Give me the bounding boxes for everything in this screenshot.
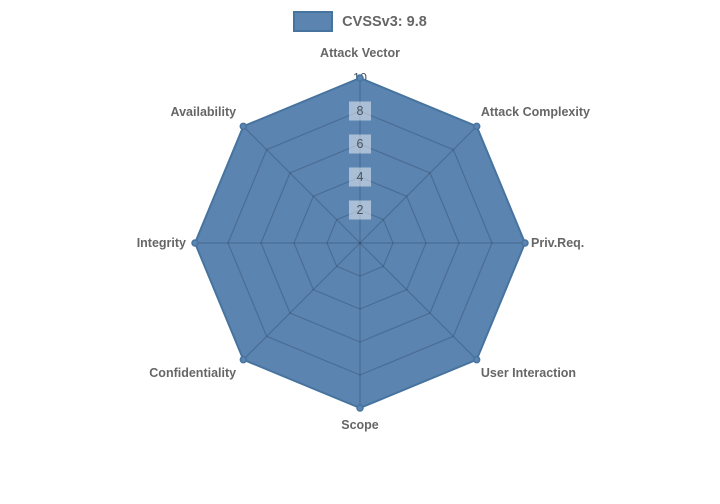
grid-ring-8 — [227, 110, 493, 376]
data-point-3[interactable] — [472, 355, 481, 364]
grid-spoke-1 — [359, 125, 478, 244]
data-point-4[interactable] — [356, 404, 364, 412]
tick-6: 6 — [349, 134, 371, 154]
data-point-7[interactable] — [239, 122, 248, 131]
grid-spoke-3 — [359, 242, 478, 361]
tick-label: 2 — [357, 203, 364, 217]
tick-label: 6 — [357, 137, 364, 151]
data-point-6[interactable] — [191, 239, 199, 247]
data-point-0[interactable] — [356, 74, 364, 82]
tick-backdrop — [349, 101, 371, 121]
grid-ring-4 — [293, 176, 427, 310]
legend[interactable]: CVSSv3: 9.8 — [0, 11, 720, 32]
grid-spoke-5 — [242, 242, 361, 361]
tick-label: 4 — [357, 170, 364, 184]
grid-spoke-7 — [242, 125, 361, 244]
data-point-2[interactable] — [521, 239, 529, 247]
tick-backdrop — [349, 134, 371, 154]
tick-backdrop — [349, 167, 371, 187]
data-point-1[interactable] — [472, 122, 481, 131]
data-point-5[interactable] — [239, 355, 248, 364]
data-area — [195, 78, 525, 408]
tick-8: 8 — [349, 101, 371, 121]
tick-4: 4 — [349, 167, 371, 187]
legend-swatch — [293, 11, 334, 32]
grid-ring-6 — [260, 143, 460, 343]
tick-backdrop — [349, 200, 371, 220]
legend-label: CVSSv3: 9.8 — [342, 13, 427, 30]
tick-2: 2 — [349, 200, 371, 220]
tick-label: 8 — [357, 104, 364, 118]
grid-ring-2 — [326, 209, 394, 277]
